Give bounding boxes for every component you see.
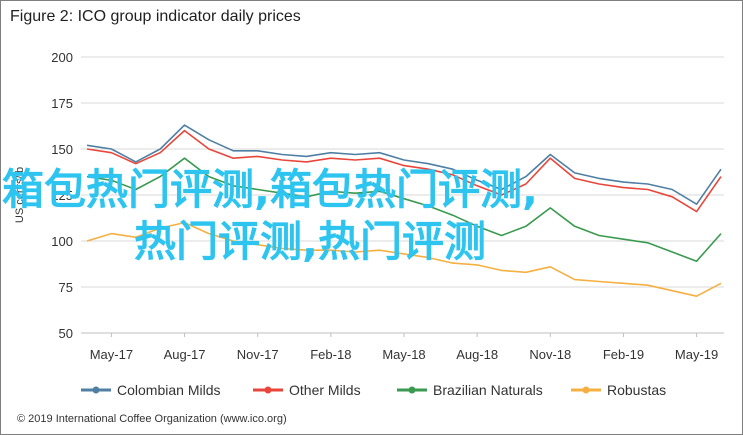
y-tick-label: 175 <box>51 96 73 111</box>
x-tick-label: Feb-18 <box>310 347 351 362</box>
legend-marker <box>264 386 272 394</box>
y-tick-label: 125 <box>51 188 73 203</box>
legend-label: Robustas <box>607 382 666 398</box>
y-axis-label: US cents/lb <box>14 167 26 223</box>
x-tick-label: Aug-17 <box>164 347 206 362</box>
y-tick-label: 75 <box>59 280 73 295</box>
legend-marker <box>408 386 416 394</box>
source-credit: © 2019 International Coffee Organization… <box>17 413 287 425</box>
x-tick-label: May-18 <box>382 347 425 362</box>
y-tick-label: 100 <box>51 234 73 249</box>
legend-label: Other Milds <box>289 382 361 398</box>
y-tick-label: 150 <box>51 142 73 157</box>
legend-marker <box>582 386 590 394</box>
x-tick-label: Nov-17 <box>237 347 279 362</box>
chart-title: Figure 2: ICO group indicator daily pric… <box>10 8 301 25</box>
x-tick-label: Nov-18 <box>529 347 571 362</box>
series-line-robustas <box>86 221 722 298</box>
x-tick-label: Feb-19 <box>603 347 644 362</box>
y-tick-label: 200 <box>51 50 73 65</box>
legend-marker <box>92 386 100 394</box>
x-tick-label: May-17 <box>90 347 133 362</box>
x-tick-label: May-19 <box>675 347 718 362</box>
series-line-brazilian-naturals <box>86 157 722 263</box>
x-tick-label: Aug-18 <box>456 347 498 362</box>
y-tick-label: 50 <box>59 326 73 341</box>
legend-label: Brazilian Naturals <box>433 382 543 398</box>
series-line-colombian-milds <box>86 124 722 205</box>
legend-label: Colombian Milds <box>117 382 220 398</box>
chart-svg: 50 75 100 125 150 175 200 US cents/lb May-17 Aug-… <box>14 50 724 398</box>
series-line-other-milds <box>86 129 722 213</box>
